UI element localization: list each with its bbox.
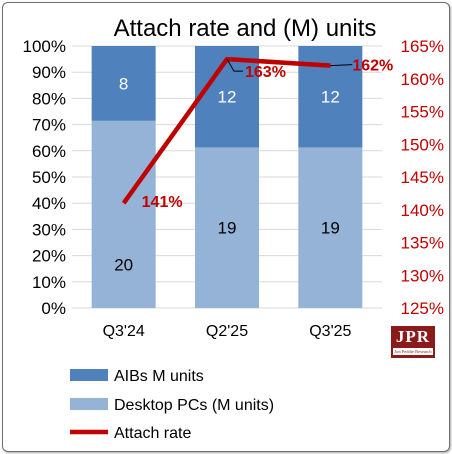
bar-label-aibs: 12	[321, 88, 340, 107]
y-left-tick-label: 10%	[32, 273, 66, 292]
bar-label-aibs: 12	[218, 88, 237, 107]
y-left-tick-label: 30%	[32, 220, 66, 239]
chart-title: Attach rate and (M) units	[114, 15, 377, 42]
leader-line	[226, 58, 243, 72]
y-right-tick-label: 135%	[401, 234, 444, 253]
jpr-logo: JPR Jon Peddie Research	[391, 326, 435, 358]
bar-label-desktop-pcs: 20	[114, 255, 133, 274]
x-tick-label: Q3'24	[103, 323, 145, 340]
y-right-tick-label: 165%	[401, 37, 444, 56]
line-value-label: 162%	[352, 58, 393, 75]
y-left-tick-label: 90%	[32, 63, 66, 82]
y-right-tick-label: 130%	[401, 266, 444, 285]
y-right-tick-label: 155%	[401, 103, 444, 122]
bar-desktop-pcs	[91, 120, 156, 308]
logo-text: JPR	[395, 327, 431, 346]
line-value-label: 141%	[142, 194, 183, 211]
bar-aibs	[91, 46, 156, 121]
y-left-tick-label: 20%	[32, 247, 66, 266]
y-left-tick-label: 60%	[32, 142, 66, 161]
logo-subtext: Jon Peddie Research	[393, 348, 433, 355]
bar-label-aibs: 8	[119, 74, 128, 93]
bar-label-desktop-pcs: 19	[218, 219, 237, 238]
y-right-tick-label: 160%	[401, 70, 444, 89]
legend-label: Desktop PCs (M units)	[114, 397, 274, 414]
y-left-tick-label: 70%	[32, 116, 66, 135]
legend-label: Attach rate	[114, 425, 191, 442]
y-right-tick-label: 150%	[401, 135, 444, 154]
y-left-tick-label: 0%	[41, 299, 66, 318]
bar-desktop-pcs	[195, 147, 259, 308]
leader-line	[330, 64, 353, 67]
legend-swatch	[70, 369, 108, 381]
y-left-tick-label: 100%	[23, 37, 66, 56]
y-right-tick-label: 140%	[401, 201, 444, 220]
x-tick-label: Q3'25	[309, 323, 351, 340]
y-left-tick-label: 40%	[32, 194, 66, 213]
bar-label-desktop-pcs: 19	[321, 219, 340, 238]
x-tick-label: Q2'25	[206, 323, 248, 340]
y-left-tick-label: 50%	[32, 168, 66, 187]
line-value-label: 163%	[245, 64, 286, 81]
bar-desktop-pcs	[298, 147, 363, 308]
y-left-tick-label: 80%	[32, 89, 66, 108]
y-right-tick-label: 145%	[401, 168, 444, 187]
y-right-tick-label: 125%	[401, 299, 444, 318]
legend-swatch	[70, 398, 108, 410]
legend-label: AIBs M units	[114, 368, 204, 385]
